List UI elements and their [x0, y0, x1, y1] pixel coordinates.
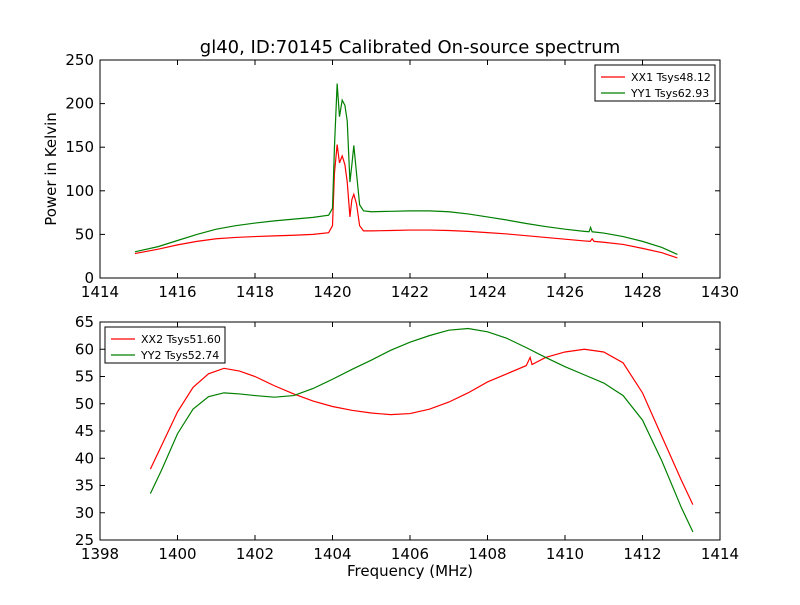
x-tick-label: 1406	[391, 545, 429, 563]
y-tick-label: 45	[75, 422, 94, 440]
y-tick-label: 50	[75, 225, 94, 243]
legend: XX1 Tsys48.12 YY1 Tsys62.93	[594, 64, 716, 102]
x-tick-label: 1424	[468, 283, 506, 301]
series-line-1-1	[149, 327, 694, 533]
y-axis-label: Power in Kelvin	[42, 112, 60, 226]
x-tick-label: 1416	[158, 283, 196, 301]
x-tick-label: 1408	[468, 545, 506, 563]
x-tick-label: 1422	[391, 283, 429, 301]
legend-label: XX1 Tsys48.12	[631, 71, 711, 84]
legend-label: XX2 Tsys51.60	[141, 333, 221, 346]
x-tick-label: 1398	[81, 545, 119, 563]
legend-box	[594, 64, 716, 102]
y-tick-label: 25	[75, 531, 94, 549]
y-tick-label: 55	[75, 368, 94, 386]
x-tick-label: 1400	[158, 545, 196, 563]
x-tick-label: 1420	[313, 283, 351, 301]
x-tick-label: 1414	[81, 283, 119, 301]
chart-title: gl40, ID:70145 Calibrated On-source spec…	[200, 37, 620, 58]
x-tick-label: 1410	[546, 545, 584, 563]
y-tick-label: 40	[75, 449, 94, 467]
legend-box	[104, 326, 226, 364]
legend-label: YY2 Tsys52.74	[140, 349, 219, 362]
x-tick-label: 1418	[236, 283, 274, 301]
y-tick-label: 250	[65, 51, 94, 69]
bottom-panel-xx2-yy2: 1398 1400 1402 1404 1406 1408 1410 1412 1414 25 30…	[75, 313, 739, 580]
y-tick-label: 30	[75, 504, 94, 522]
top-panel-xx1-yy1: 1414 1416 1418 1420 1422 1424 1426 1428 1430 0 50 1…	[42, 51, 739, 301]
y-tick-label: 150	[65, 138, 94, 156]
y-tick-label: 200	[65, 95, 94, 113]
legend: XX2 Tsys51.60 YY2 Tsys52.74	[104, 326, 226, 364]
series-line-0-1	[134, 83, 678, 256]
x-tick-label: 1402	[236, 545, 274, 563]
y-tick-label: 100	[65, 182, 94, 200]
x-tick-label: 1430	[701, 283, 739, 301]
x-tick-label: 1428	[623, 283, 661, 301]
x-tick-label: 1414	[701, 545, 739, 563]
y-tick-label: 35	[75, 477, 94, 495]
x-tick-label: 1404	[313, 545, 351, 563]
y-tick-label: 60	[75, 340, 94, 358]
series-line-1-0	[149, 348, 694, 505]
x-axis-label: Frequency (MHz)	[347, 562, 473, 580]
y-tick-label: 0	[84, 269, 94, 287]
y-tick-label: 50	[75, 395, 94, 413]
x-tick-label: 1426	[546, 283, 584, 301]
y-tick-label: 65	[75, 313, 94, 331]
series-line-0-0	[134, 144, 678, 259]
x-tick-label: 1412	[623, 545, 661, 563]
legend-label: YY1 Tsys62.93	[630, 87, 709, 100]
